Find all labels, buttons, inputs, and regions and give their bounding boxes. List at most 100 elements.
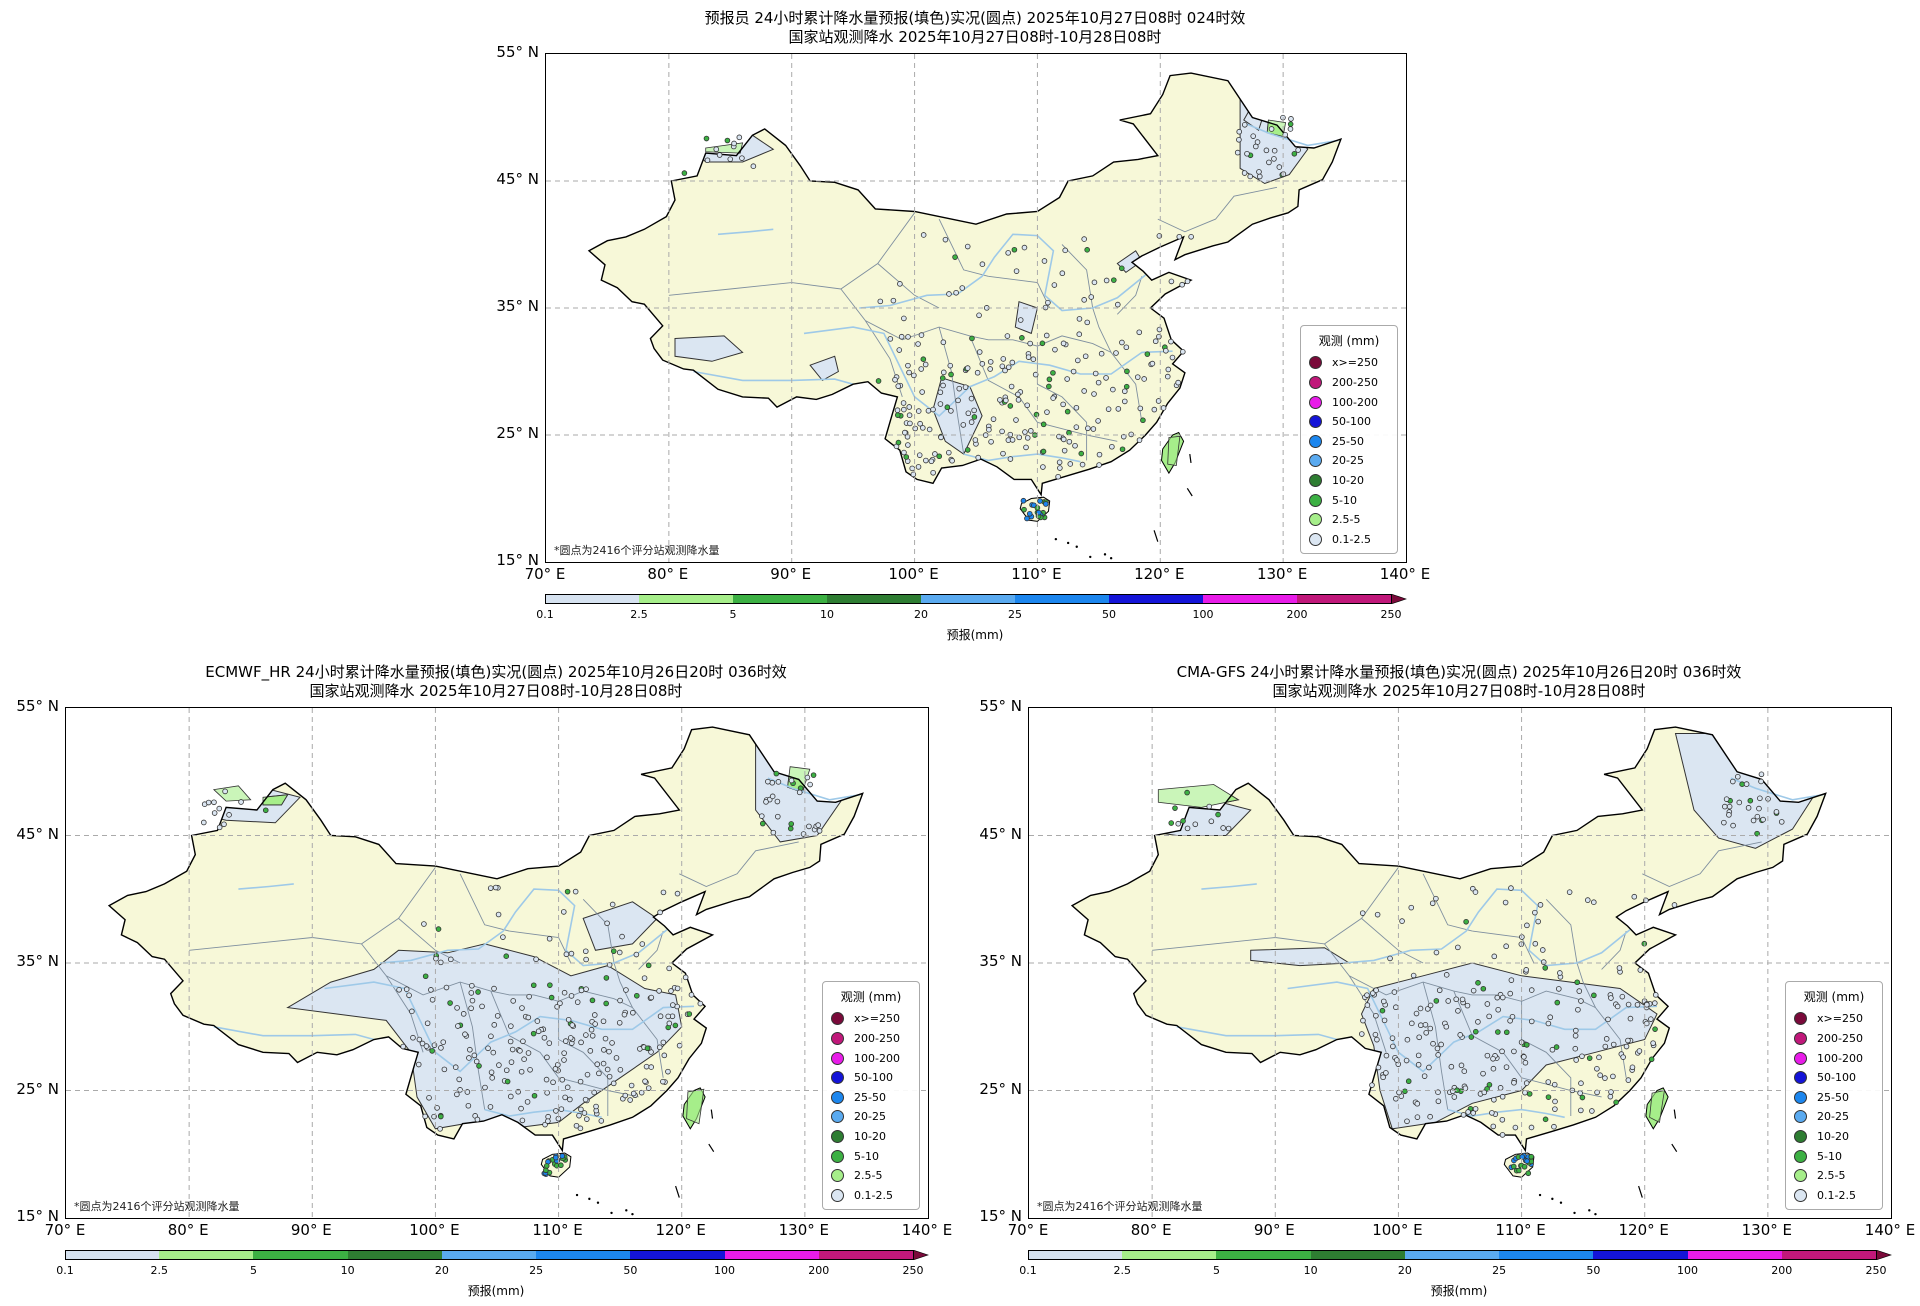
station-dot xyxy=(1287,126,1294,132)
station-dot xyxy=(491,1022,498,1028)
map-frame[interactable]: *圆点为2416个评分站观测降水量 观测 (mm) x>=250 200-250 100… xyxy=(65,707,929,1219)
station-dot xyxy=(774,798,781,805)
station-dot xyxy=(1002,367,1008,374)
station-dot xyxy=(469,997,476,1004)
china-land xyxy=(589,73,1341,495)
station-dot xyxy=(606,1048,612,1055)
legend-label: 200-250 xyxy=(854,1031,900,1045)
station-dot xyxy=(621,1011,628,1018)
map-frame[interactable]: *圆点为2416个评分站观测降水量 观测 (mm) x>=250 200-250 100… xyxy=(1028,707,1892,1219)
station-dot xyxy=(535,1028,542,1035)
station-dot xyxy=(1756,805,1762,812)
station-dot xyxy=(1542,1116,1549,1123)
station-dot xyxy=(1457,1032,1464,1038)
station-dot xyxy=(567,1035,574,1041)
china-border xyxy=(587,72,1343,497)
station-dot xyxy=(1556,986,1562,992)
colorbar-tick: 25 xyxy=(1008,608,1022,621)
station-dot xyxy=(1030,356,1037,363)
station-dot xyxy=(952,254,958,260)
station-dot xyxy=(1062,247,1068,254)
station-dot xyxy=(974,369,981,376)
station-dot xyxy=(1726,812,1732,818)
station-dot xyxy=(915,464,922,470)
station-dot xyxy=(1084,319,1091,326)
station-dot xyxy=(1458,1062,1465,1069)
colorbar-tick: 100 xyxy=(1677,1264,1699,1277)
station-dot xyxy=(1614,1003,1621,1010)
lat-label: 55° N xyxy=(16,697,59,715)
station-dot xyxy=(1433,998,1440,1004)
station-dot xyxy=(910,471,917,478)
station-dot xyxy=(1391,989,1398,995)
station-dot xyxy=(1061,447,1068,454)
station-dot xyxy=(1052,346,1058,353)
legend-label: 2.5-5 xyxy=(1817,1169,1846,1183)
colorbar-tick: 5 xyxy=(1212,1264,1220,1277)
nine-dash-segment xyxy=(1153,530,1159,542)
map-frame[interactable]: *圆点为2416个评分站观测降水量 观测 (mm) x>=250 200-250 100… xyxy=(545,53,1407,563)
station-dot xyxy=(901,315,907,322)
station-dot xyxy=(682,974,689,981)
station-dot xyxy=(1652,992,1659,998)
lon-label: 100° E xyxy=(888,565,939,583)
legend-item: 50-100 xyxy=(1309,412,1389,432)
station-dot xyxy=(875,378,882,384)
legend-label: 200-250 xyxy=(1817,1031,1863,1045)
island-marker xyxy=(588,1197,591,1201)
station-dot xyxy=(759,820,766,827)
station-dot xyxy=(940,339,947,346)
colorbar-tick: 250 xyxy=(902,1264,924,1277)
station-dot xyxy=(431,1042,438,1048)
station-dot xyxy=(222,788,228,795)
station-dot xyxy=(1066,429,1072,436)
station-dot xyxy=(965,410,972,417)
island-marker xyxy=(596,1201,600,1204)
legend-swatch xyxy=(831,1169,844,1183)
station-dot xyxy=(1434,1045,1441,1052)
colorbar-segment xyxy=(1028,1250,1123,1260)
station-note: *圆点为2416个评分站观测降水量 xyxy=(1037,1200,1203,1213)
legend-swatch xyxy=(1794,1031,1807,1045)
station-dot xyxy=(1092,370,1099,377)
station-dot xyxy=(1451,1094,1458,1100)
station-dot xyxy=(1082,353,1089,360)
station-dot xyxy=(948,408,954,414)
station-dot xyxy=(877,298,884,305)
station-dot xyxy=(1552,1098,1558,1105)
colorbar-tick: 25 xyxy=(1492,1264,1507,1277)
station-dot xyxy=(1637,967,1644,973)
lon-label: 130° E xyxy=(778,1221,830,1239)
station-dot xyxy=(1291,150,1298,157)
province-border xyxy=(189,867,436,951)
station-dot xyxy=(1387,955,1393,962)
station-dot xyxy=(1743,781,1750,787)
station-dot xyxy=(1403,1057,1410,1064)
station-dot xyxy=(541,1034,548,1041)
station-dot xyxy=(1039,340,1046,347)
station-dot xyxy=(1295,147,1301,153)
colorbar-tick: 250 xyxy=(1380,608,1402,621)
station-dot xyxy=(564,888,571,895)
river xyxy=(803,326,1173,417)
light-rain-area xyxy=(674,335,744,362)
station-dot xyxy=(1575,1006,1581,1013)
station-dot xyxy=(609,901,616,908)
station-dot xyxy=(953,289,959,296)
legend-label: 200-250 xyxy=(1332,375,1378,389)
precipitation-map xyxy=(1029,708,1891,1218)
lat-label: 15° N xyxy=(979,1207,1022,1225)
colorbar-label: 预报(mm) xyxy=(946,628,1004,642)
station-dot xyxy=(1532,909,1538,916)
station-dot xyxy=(1164,373,1171,380)
station-dot xyxy=(526,993,532,1000)
station-dot xyxy=(1461,1068,1468,1075)
station-dot xyxy=(205,799,212,806)
station-dot xyxy=(674,985,681,992)
station-dot xyxy=(1024,402,1031,409)
station-dot xyxy=(1044,409,1050,415)
lon-label: 140° E xyxy=(901,1221,953,1239)
station-dot xyxy=(447,1000,453,1006)
station-dot xyxy=(1462,1085,1469,1092)
station-dot xyxy=(896,347,903,353)
